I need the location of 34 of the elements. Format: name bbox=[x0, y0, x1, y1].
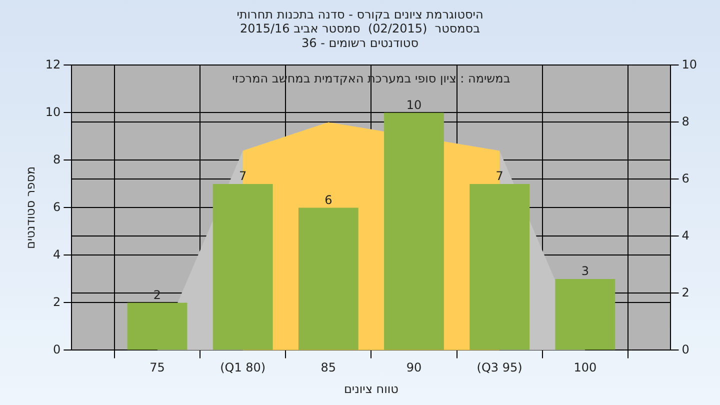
x-axis-title: טווח ציונים bbox=[344, 382, 399, 396]
x-tick-label: (Q3 95) bbox=[476, 360, 522, 375]
bar bbox=[298, 208, 358, 350]
y-tick-label: 12 bbox=[45, 57, 61, 72]
y-axis-title: מספר סטודנטים bbox=[23, 166, 38, 250]
x-tick-label: 75 bbox=[150, 360, 165, 375]
bar bbox=[470, 184, 530, 350]
data-label: 10 bbox=[406, 98, 422, 112]
bar bbox=[555, 278, 616, 350]
data-label: 7 bbox=[239, 169, 247, 184]
bar bbox=[384, 112, 444, 350]
data-label: 3 bbox=[581, 264, 589, 278]
x-tick-label: 90 bbox=[406, 360, 422, 375]
y-tick-label: 6 bbox=[53, 200, 61, 214]
x-tick-label: 100 bbox=[574, 360, 597, 375]
chart-subtitle: בסמסטר (02/2015) סמסטר אביב 2015/16 סטודנטים רשומים - 36 bbox=[240, 22, 480, 50]
y-tick-label: 8 bbox=[53, 152, 61, 166]
x-tick-label: 85 bbox=[320, 360, 336, 375]
bar bbox=[127, 302, 188, 350]
y-tick-label: 10 bbox=[45, 104, 61, 119]
data-label: 6 bbox=[324, 192, 332, 207]
y2-tick-label: 8 bbox=[682, 114, 690, 128]
y-tick-label: 0 bbox=[53, 342, 61, 356]
y2-tick-label: 2 bbox=[682, 285, 690, 300]
data-label: 7 bbox=[496, 169, 504, 184]
x-tick-label: (Q1 80) bbox=[220, 360, 266, 375]
y-tick-label: 2 bbox=[53, 294, 61, 309]
y2-tick-label: 4 bbox=[682, 228, 690, 242]
chart-title: היסטוגרמת ציונים בקורס - סדנה בתכנות תחרותי bbox=[236, 7, 484, 22]
y2-tick-label: 6 bbox=[682, 171, 690, 186]
y-tick-label: 4 bbox=[53, 247, 61, 262]
y2-tick-label: 0 bbox=[682, 342, 690, 356]
bar bbox=[212, 184, 273, 350]
y2-tick-label: 10 bbox=[682, 57, 698, 72]
